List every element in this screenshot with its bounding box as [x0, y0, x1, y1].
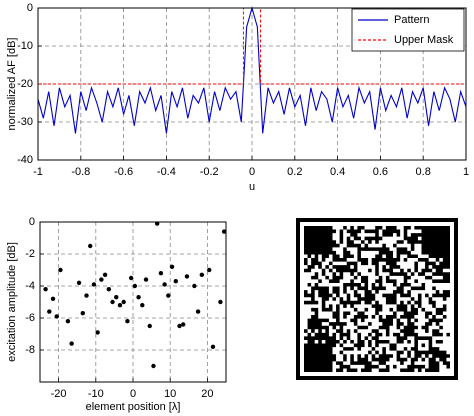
point: [50, 296, 56, 301]
point: [162, 282, 167, 287]
point: [95, 330, 100, 335]
point: [58, 267, 63, 273]
x-axis-label: element position [λ]: [86, 401, 181, 413]
point: [43, 287, 48, 292]
point: [132, 283, 138, 289]
axes-frame: [39, 221, 227, 383]
point: [106, 287, 112, 292]
y-tick-label: -10: [17, 40, 33, 52]
y-tick-label: 0: [27, 2, 33, 14]
axes-frame: [37, 7, 467, 161]
x-tick-label: 0.4: [330, 166, 345, 178]
x-tick-label: 0: [130, 388, 136, 400]
qr-code: [296, 218, 458, 380]
point: [166, 293, 171, 298]
point: [136, 295, 141, 300]
point: [91, 282, 97, 287]
point: [158, 271, 164, 276]
point: [54, 314, 59, 319]
y-axis-label: normalized AF [dB]: [6, 38, 18, 131]
point: [210, 344, 216, 349]
y-tick-label: -2: [25, 248, 35, 260]
y-tick-label: -4: [25, 280, 35, 292]
legend-label: Pattern: [394, 14, 429, 26]
x-tick-label: 10: [164, 388, 176, 400]
y-tick-label: -30: [17, 116, 33, 128]
x-axis-label: u: [249, 181, 255, 193]
x-tick-label: -0.2: [200, 166, 219, 178]
x-tick-label: 20: [201, 388, 213, 400]
point: [151, 363, 156, 369]
point: [143, 277, 149, 282]
x-tick-label: 0.6: [373, 166, 388, 178]
x-tick-label: -20: [51, 388, 67, 400]
point: [80, 311, 85, 316]
point: [195, 309, 201, 314]
point: [207, 267, 212, 273]
x-tick-label: 0: [249, 166, 255, 178]
point: [173, 279, 178, 284]
x-tick-label: -0.6: [114, 166, 133, 178]
x-tick-label: 1: [463, 166, 469, 178]
point: [117, 303, 123, 308]
legend-label: Upper Mask: [394, 34, 454, 46]
legend-box: [351, 8, 465, 52]
point: [177, 323, 182, 329]
x-tick-label: -0.4: [157, 166, 176, 178]
x-tick-label: -0.8: [71, 166, 90, 178]
point: [181, 322, 186, 327]
y-tick-label: -40: [17, 154, 33, 166]
y-tick-label: 0: [29, 216, 35, 228]
point: [169, 264, 175, 269]
point: [192, 283, 197, 289]
point: [128, 275, 134, 281]
point: [147, 323, 152, 329]
point: [69, 341, 74, 346]
point: [121, 299, 126, 305]
x-tick-label: -1: [33, 166, 43, 178]
point: [221, 229, 227, 234]
point: [110, 299, 115, 305]
qr-modules: [304, 226, 450, 372]
point: [65, 319, 71, 324]
point: [84, 293, 89, 298]
point: [184, 274, 190, 279]
point: [88, 243, 93, 249]
y-tick-label: -6: [25, 312, 35, 324]
x-tick-label: 0.8: [416, 166, 431, 178]
point: [125, 319, 130, 324]
y-tick-label: -8: [25, 344, 35, 356]
point: [102, 272, 108, 277]
x-tick-label: -10: [88, 388, 104, 400]
point: [47, 309, 52, 314]
x-tick-label: 0.2: [287, 166, 302, 178]
point: [140, 303, 145, 308]
point: [114, 295, 119, 300]
y-axis-label: excitation amplitude [dB]: [6, 242, 18, 362]
point: [76, 280, 82, 285]
point: [218, 299, 223, 305]
point: [99, 277, 104, 282]
point: [199, 272, 205, 277]
y-tick-label: -20: [17, 78, 33, 90]
